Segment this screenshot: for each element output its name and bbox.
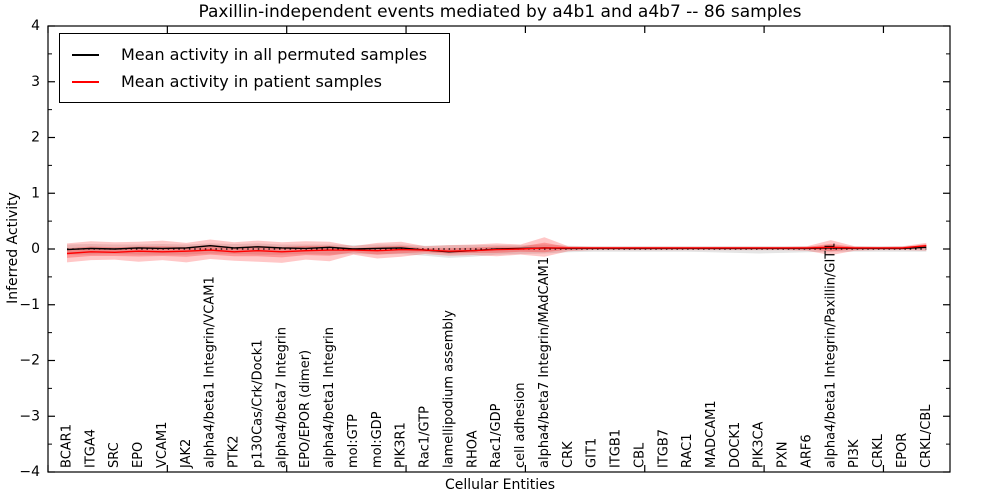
y-tick-label: −1 (19, 297, 40, 313)
legend-label-patient: Mean activity in patient samples (121, 72, 382, 91)
x-tick-label: ARF6 (799, 434, 814, 468)
x-tick-label: EPO (131, 442, 146, 468)
x-tick-label: JAK2 (179, 439, 194, 469)
x-tick-label: PIK3CA (752, 421, 767, 468)
y-tick-label: 3 (31, 74, 40, 90)
x-axis-label: Cellular Entities (444, 477, 556, 493)
legend-item-permuted: Mean activity in all permuted samples (72, 41, 427, 68)
x-tick-label: PIK3R1 (394, 422, 409, 468)
x-tick-label: DOCK1 (728, 422, 743, 468)
x-tick-label: CRKL (871, 433, 886, 468)
x-tick-label: mol:GDP (370, 411, 385, 468)
x-tick-label: PI3K (847, 439, 862, 468)
x-tick-label: alpha4/beta1 Integrin/VCAM1 (203, 276, 218, 468)
x-tick-label: lamellipodium assembly (441, 310, 456, 468)
y-tick-label: 2 (31, 130, 40, 146)
x-tick-label: cell adhesion (513, 382, 528, 468)
x-tick-label: mol:GTP (346, 414, 361, 468)
x-tick-label: CRKL/CBL (919, 404, 934, 468)
x-tick-label: CRK (561, 441, 576, 468)
x-tick-label: RAC1 (680, 433, 695, 468)
x-tick-label: SRC (107, 442, 122, 468)
legend-item-patient: Mean activity in patient samples (72, 68, 427, 95)
x-tick-label: ITGA4 (83, 429, 98, 468)
x-tick-label: Rac1/GTP (418, 406, 433, 468)
x-tick-label: p130Cas/Crk/Dock1 (250, 339, 265, 468)
x-tick-label: RHOA (465, 430, 480, 468)
legend: Mean activity in all permuted samples Me… (59, 33, 451, 103)
x-tick-label: Rac1/GDP (489, 403, 504, 468)
patient-mean-line (66, 245, 927, 255)
y-tick-label: −2 (19, 353, 40, 369)
x-tick-label: alpha4/beta7 Integrin/MAdCAM1 (537, 257, 552, 468)
legend-line-black (72, 53, 99, 56)
y-tick-label: −3 (19, 408, 40, 424)
x-tick-label: GIT1 (585, 438, 600, 468)
x-tick-label: BCAR1 (60, 424, 75, 468)
x-tick-label: EPOR (895, 433, 910, 468)
y-tick-label: 1 (31, 185, 40, 201)
chart-title: Paxillin-independent events mediated by … (198, 2, 802, 22)
legend-label-permuted: Mean activity in all permuted samples (121, 45, 428, 64)
y-tick-label: 0 (31, 241, 40, 257)
x-tick-label: PTK2 (227, 435, 242, 468)
x-tick-label: alpha4/beta1 Integrin/Paxillin/GIT1 (823, 242, 838, 468)
x-tick-label: CBL (632, 442, 647, 468)
permuted-sample-range-band (67, 243, 927, 258)
y-tick-label: 4 (31, 18, 40, 34)
x-tick-label: MADCAM1 (704, 400, 719, 468)
x-tick-label: VCAM1 (155, 422, 170, 468)
x-tick-label: PXN (776, 442, 791, 468)
y-tick-label: −4 (19, 464, 40, 480)
x-tick-label: alpha4/beta1 Integrin (322, 327, 337, 468)
x-tick-label: alpha4/beta7 Integrin (274, 327, 289, 468)
x-tick-label: ITGB1 (609, 429, 624, 468)
x-tick-label: EPO/EPOR (dimer) (298, 350, 313, 468)
legend-line-red (72, 80, 99, 83)
x-tick-label: ITGB7 (656, 429, 671, 468)
